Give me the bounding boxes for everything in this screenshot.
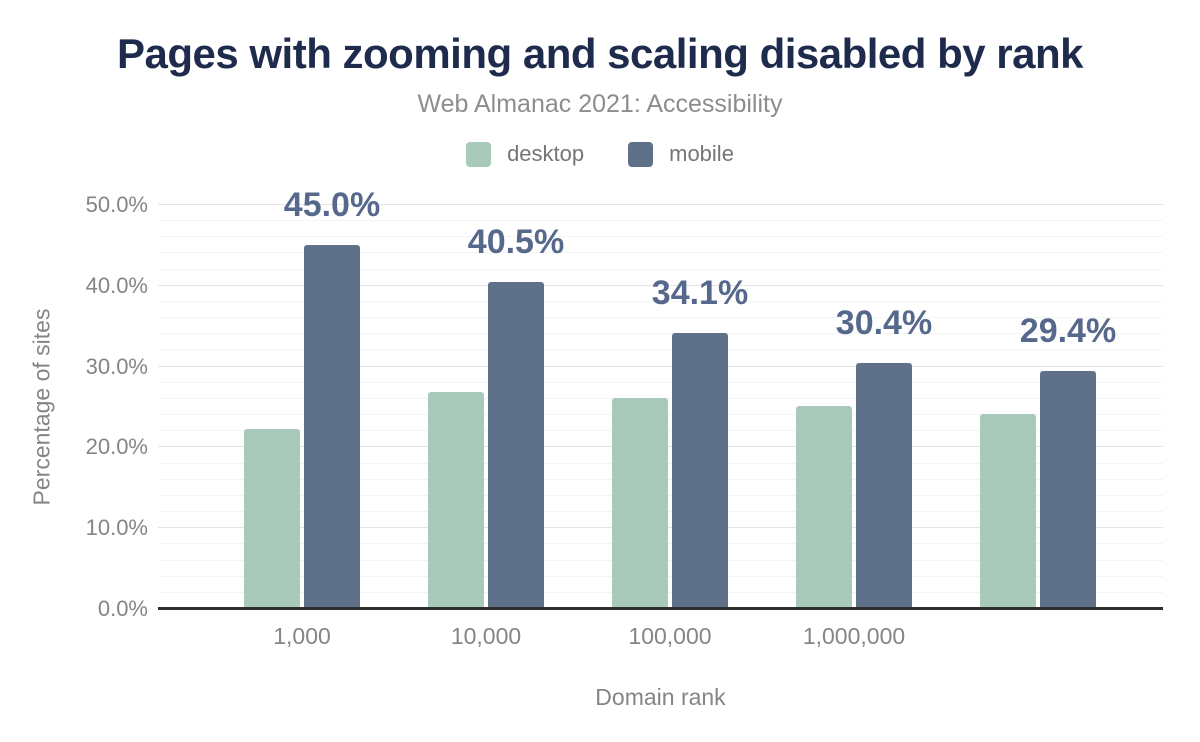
x-tick-label: 100,000 bbox=[628, 623, 712, 649]
mobile-bar-value-label: 40.5% bbox=[467, 222, 565, 261]
desktop-bar bbox=[244, 428, 300, 609]
y-tick-label: 0.0% bbox=[97, 596, 148, 621]
desktop-swatch-icon bbox=[466, 141, 492, 167]
gridline bbox=[158, 236, 1163, 238]
gridline bbox=[158, 365, 1163, 367]
gridline bbox=[158, 381, 1163, 383]
desktop-bar bbox=[428, 392, 484, 609]
legend: desktop mobile bbox=[0, 141, 1200, 167]
legend-label-desktop: desktop bbox=[507, 141, 585, 166]
y-axis-title: Percentage of sites bbox=[28, 308, 55, 506]
mobile-bar bbox=[672, 333, 728, 609]
gridline bbox=[158, 333, 1163, 335]
gridline bbox=[158, 220, 1163, 222]
mobile-bar-value-label: 34.1% bbox=[651, 274, 749, 313]
desktop-bar bbox=[612, 398, 668, 609]
plot-area: 45.0% 40.5% 34.1% 30.4% 29.4% bbox=[158, 186, 1163, 610]
gridline bbox=[158, 317, 1163, 319]
y-tick-label: 30.0% bbox=[85, 353, 148, 379]
y-tick-label: 40.0% bbox=[85, 272, 148, 298]
y-tick-label: 10.0% bbox=[85, 515, 148, 541]
mobile-swatch-icon bbox=[628, 141, 654, 167]
mobile-bar bbox=[1040, 371, 1096, 609]
mobile-bar bbox=[856, 363, 912, 609]
chart-subtitle: Web Almanac 2021: Accessibility bbox=[417, 90, 783, 118]
mobile-bar bbox=[304, 245, 360, 609]
mobile-bar-value-label: 30.4% bbox=[835, 304, 933, 343]
mobile-bar-value-label: 45.0% bbox=[283, 186, 381, 225]
gridline bbox=[158, 252, 1163, 254]
x-tick-label: 1,000 bbox=[273, 623, 331, 649]
x-tick-label bbox=[946, 622, 1130, 650]
gridline bbox=[158, 268, 1163, 270]
y-tick-label: 20.0% bbox=[85, 434, 148, 460]
legend-item-mobile: mobile bbox=[628, 141, 734, 167]
desktop-bar bbox=[796, 406, 852, 609]
gridline bbox=[158, 284, 1163, 286]
gridline bbox=[158, 204, 1163, 205]
mobile-bar bbox=[488, 281, 544, 609]
gridline bbox=[158, 300, 1163, 302]
x-tick-label: 1,000,000 bbox=[802, 623, 906, 649]
desktop-bar bbox=[980, 414, 1036, 609]
x-axis-line bbox=[158, 607, 1163, 610]
legend-label-mobile: mobile bbox=[669, 141, 734, 166]
legend-item-desktop: desktop bbox=[466, 141, 584, 167]
gridline bbox=[158, 349, 1163, 351]
y-tick-label: 50.0% bbox=[85, 192, 148, 217]
x-axis-title: Domain rank bbox=[595, 684, 726, 710]
chart-title: Pages with zooming and scaling disabled … bbox=[116, 30, 1084, 77]
x-tick-label: 10,000 bbox=[450, 623, 522, 649]
mobile-bar-value-label: 29.4% bbox=[1019, 312, 1117, 351]
